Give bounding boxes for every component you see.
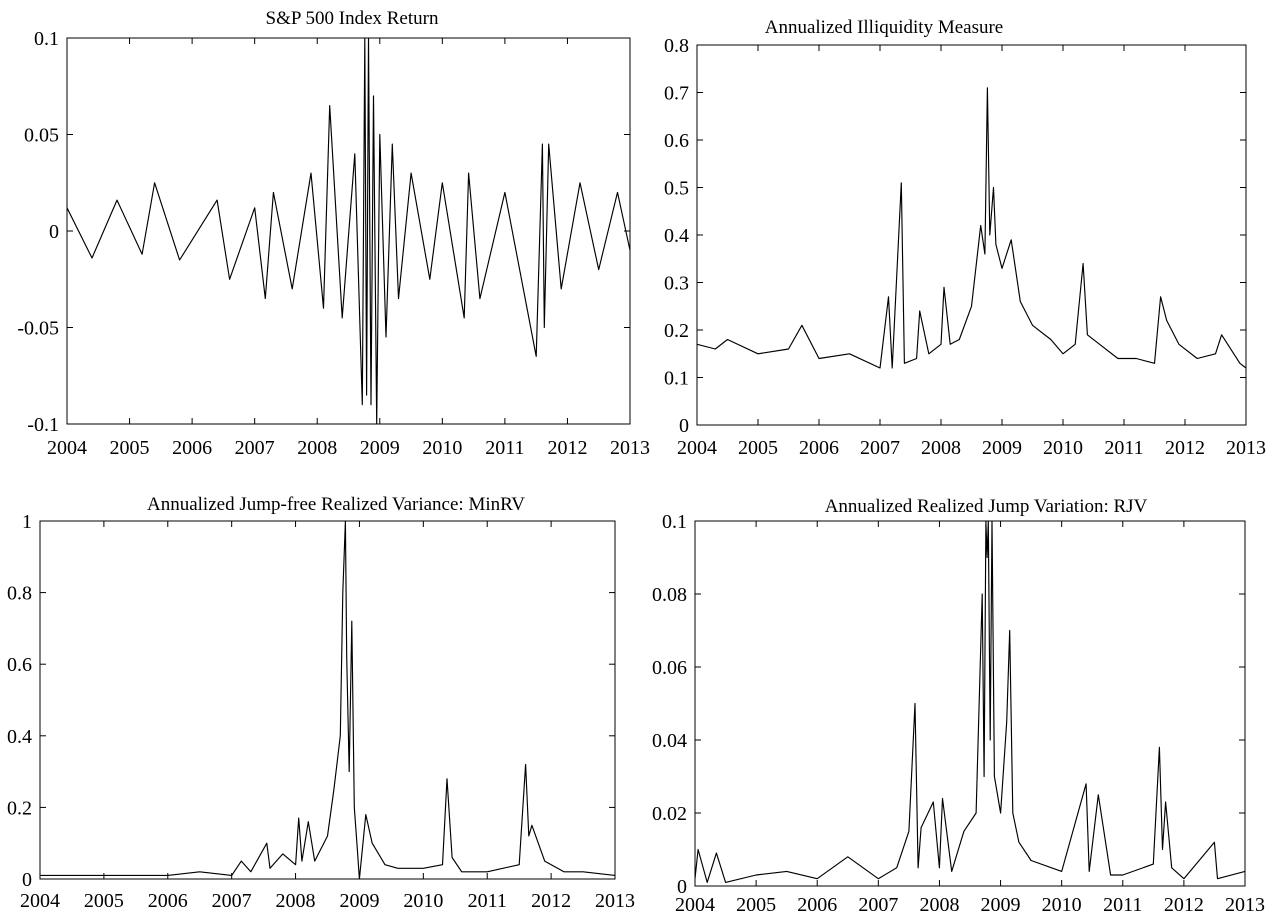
axes-frame — [66, 37, 631, 425]
y-tick-label: 0.6 — [7, 654, 32, 676]
x-tick-label: 2005 — [84, 890, 124, 912]
x-tick-label: 2013 — [595, 890, 635, 912]
y-tick-label: 0.6 — [664, 130, 689, 152]
y-tick-label: 0.4 — [664, 225, 689, 247]
x-tick-label: 2007 — [235, 437, 275, 459]
x-tick-label: 2012 — [531, 890, 571, 912]
chart-title: Annualized Realized Jump Variation: RJV — [825, 496, 1148, 517]
chart-title: Annualized Jump-free Realized Variance: … — [147, 494, 525, 515]
y-tick-label: 0.04 — [652, 730, 687, 752]
x-tick-label: 2010 — [1042, 894, 1082, 916]
x-tick-label: 2008 — [297, 437, 337, 459]
x-tick-label: 2004 — [20, 890, 60, 912]
x-tick-label: 2010 — [1043, 437, 1083, 459]
y-tick-label: 0.08 — [652, 584, 687, 606]
x-tick-label: 2004 — [675, 894, 715, 916]
y-tick-label: 0 — [49, 221, 59, 243]
axes-frame — [39, 520, 616, 880]
x-tick-label: 2010 — [403, 890, 443, 912]
x-tick-label: 2011 — [468, 890, 507, 912]
x-tick-label: 2006 — [172, 437, 212, 459]
x-tick-label: 2010 — [422, 437, 462, 459]
x-tick-label: 2006 — [799, 437, 839, 459]
x-tick-label: 2013 — [610, 437, 650, 459]
x-tick-label: 2007 — [212, 890, 252, 912]
x-tick-label: 2006 — [148, 890, 188, 912]
x-tick-label: 2009 — [339, 890, 379, 912]
chart-title: Annualized Illiquidity Measure — [765, 17, 1004, 38]
y-tick-label: 0.5 — [664, 178, 689, 200]
x-tick-label: 2009 — [981, 894, 1021, 916]
y-tick-label: 0.1 — [664, 368, 689, 390]
x-tick-label: 2012 — [1164, 894, 1204, 916]
x-tick-label: 2004 — [677, 437, 717, 459]
x-tick-label: 2008 — [921, 437, 961, 459]
panel-rjv: Annualized Realized Jump Variation: RJV … — [652, 496, 1265, 916]
axes-frame — [694, 520, 1246, 887]
y-tick-label: 1 — [22, 511, 32, 533]
y-tick-label: 0.02 — [652, 803, 687, 825]
y-tick-label: 0.8 — [7, 583, 32, 605]
x-tick-label: 2009 — [360, 437, 400, 459]
x-tick-label: 2005 — [736, 894, 776, 916]
x-tick-label: 2013 — [1225, 894, 1265, 916]
y-tick-label: 0.1 — [34, 28, 59, 50]
y-tick-label: 0.3 — [664, 273, 689, 295]
y-tick-label: 0.2 — [664, 320, 689, 342]
panel-minrv: Annualized Jump-free Realized Variance: … — [7, 494, 635, 912]
series-line — [697, 87, 1246, 369]
x-tick-label: 2008 — [276, 890, 316, 912]
x-tick-label: 2006 — [797, 894, 837, 916]
y-tick-label: 0.05 — [24, 125, 59, 147]
x-tick-label: 2007 — [860, 437, 900, 459]
axes-frame — [696, 44, 1247, 426]
series-line — [40, 521, 615, 879]
y-tick-label: 0.1 — [662, 511, 687, 533]
y-tick-label: 0 — [677, 876, 687, 898]
y-tick-label: -0.1 — [27, 414, 59, 436]
x-tick-label: 2011 — [485, 437, 524, 459]
y-tick-label: 0.2 — [7, 797, 32, 819]
y-tick-label: 0.06 — [652, 657, 687, 679]
y-tick-label: 0.7 — [664, 83, 689, 105]
series-line — [67, 38, 630, 424]
x-tick-label: 2012 — [547, 437, 587, 459]
y-tick-label: 0 — [22, 869, 32, 891]
x-tick-label: 2012 — [1165, 437, 1205, 459]
x-tick-label: 2011 — [1103, 894, 1142, 916]
series-line — [695, 521, 1245, 883]
y-tick-label: -0.05 — [17, 318, 59, 340]
x-tick-label: 2009 — [982, 437, 1022, 459]
panel-illiquidity-measure: Annualized Illiquidity Measure 2004 2005 2… — [664, 17, 1266, 459]
x-tick-label: 2011 — [1104, 437, 1143, 459]
x-tick-label: 2007 — [858, 894, 898, 916]
panel-sp500-return: S&P 500 Index Return 2004 2005 2006 2007 200… — [17, 8, 650, 459]
x-tick-label: 2013 — [1226, 437, 1266, 459]
y-tick-label: 0.4 — [7, 726, 32, 748]
y-tick-label: 0.8 — [664, 35, 689, 57]
y-tick-label: 0 — [679, 415, 689, 437]
chart-title: S&P 500 Index Return — [266, 8, 439, 29]
x-tick-label: 2008 — [919, 894, 959, 916]
x-tick-label: 2005 — [110, 437, 150, 459]
x-tick-label: 2005 — [738, 437, 778, 459]
x-tick-label: 2004 — [47, 437, 87, 459]
